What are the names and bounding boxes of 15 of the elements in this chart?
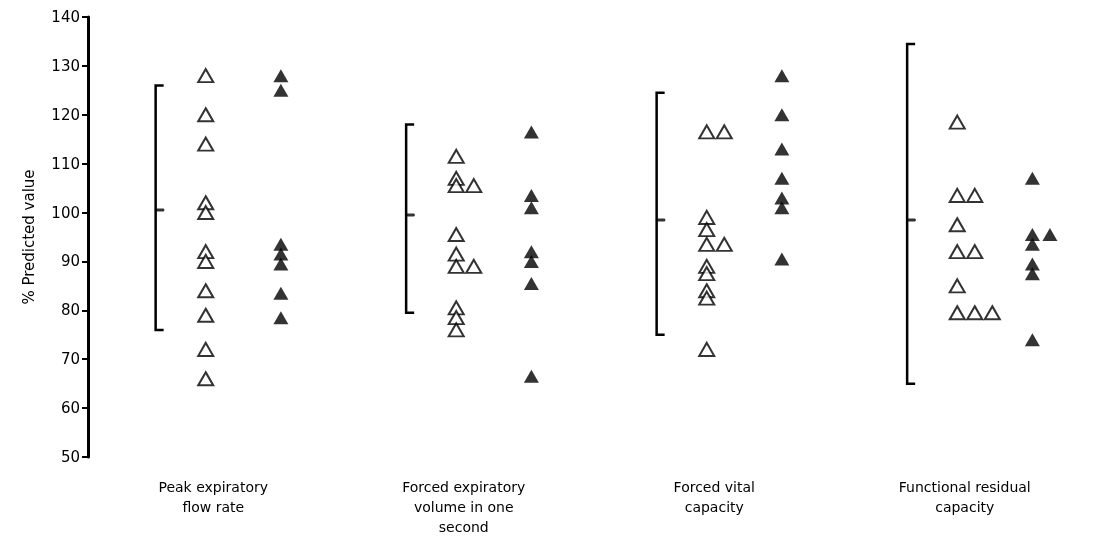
y-tick-label: 80: [60, 301, 80, 320]
y-tick-label: 120: [51, 105, 80, 124]
y-tick-label: 50: [60, 448, 80, 466]
x-tick-label: Forced expiratory volume in one second: [402, 479, 526, 535]
y-tick-label: 60: [60, 399, 80, 418]
y-tick-label: 130: [51, 56, 80, 75]
x-tick-label: Peak expiratory flow rate: [158, 479, 269, 515]
y-tick-label: 90: [60, 252, 80, 271]
y-tick-label: 140: [51, 8, 80, 26]
y-tick-label: 100: [51, 203, 80, 222]
x-tick-label: Forced vital capacity: [673, 479, 755, 515]
x-tick-label: Functional residual capacity: [898, 479, 1031, 515]
y-tick-label: 110: [51, 154, 80, 173]
y-axis-title: % Predicted value: [19, 169, 38, 305]
y-tick-label: 70: [60, 350, 80, 369]
